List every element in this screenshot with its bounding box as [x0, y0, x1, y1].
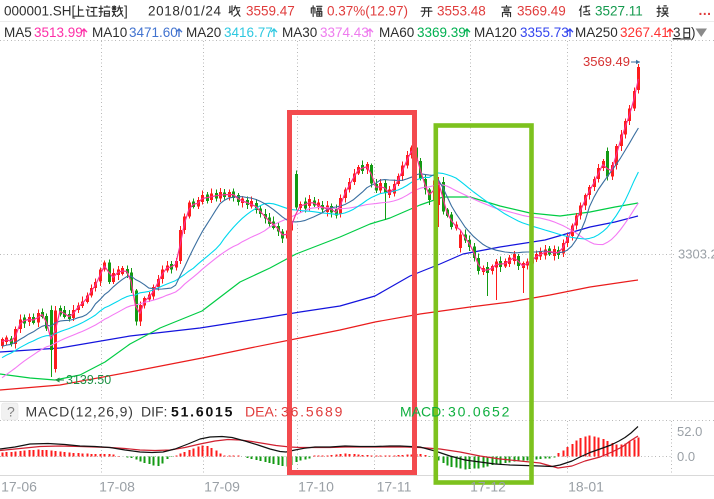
svg-text:MA10: MA10: [92, 25, 127, 40]
svg-text:3553.48: 3553.48: [437, 4, 486, 19]
svg-text:0.37%(12.97): 0.37%(12.97): [327, 4, 408, 19]
svg-text:17-08: 17-08: [99, 479, 135, 495]
svg-text:3569.49: 3569.49: [583, 54, 630, 69]
svg-text:MA20: MA20: [186, 25, 221, 40]
svg-text:000001.SH[: 000001.SH[: [4, 4, 76, 19]
svg-text:?: ?: [7, 404, 15, 420]
svg-text:…: …: [698, 3, 712, 18]
svg-text:3374.43: 3374.43: [320, 25, 369, 40]
svg-text:2018/01/24: 2018/01/24: [148, 4, 222, 19]
svg-text:3267.41: 3267.41: [620, 25, 669, 40]
svg-text:17-06: 17-06: [1, 479, 37, 495]
svg-text:3569.49: 3569.49: [517, 4, 566, 19]
svg-text:3: 3: [673, 25, 681, 40]
svg-text:]: ]: [124, 4, 128, 19]
svg-text:52.0: 52.0: [677, 424, 702, 439]
svg-text:17-09: 17-09: [204, 479, 240, 495]
svg-text:3369.39: 3369.39: [417, 25, 466, 40]
svg-text:0.0: 0.0: [677, 449, 695, 464]
svg-text:51.6015: 51.6015: [171, 404, 234, 420]
svg-text:3303.23: 3303.23: [678, 247, 714, 262]
svg-text:3416.77: 3416.77: [224, 25, 273, 40]
svg-text:3513.99: 3513.99: [34, 25, 83, 40]
svg-text:): ): [691, 25, 696, 40]
svg-text:MA250: MA250: [575, 25, 618, 40]
svg-text:30.0652: 30.0652: [448, 404, 511, 420]
svg-text:MA30: MA30: [282, 25, 317, 40]
svg-text:3139.50: 3139.50: [66, 373, 111, 387]
svg-text:3355.73: 3355.73: [520, 25, 569, 40]
svg-text:17-11: 17-11: [377, 479, 412, 495]
svg-text:MACD:: MACD:: [400, 404, 445, 420]
svg-text:17-12: 17-12: [470, 479, 506, 495]
svg-text:3559.47: 3559.47: [246, 4, 295, 19]
svg-text:MA120: MA120: [474, 25, 517, 40]
svg-text:3527.11: 3527.11: [595, 4, 643, 19]
svg-text:DIF:: DIF:: [141, 404, 167, 420]
svg-text:3471.60: 3471.60: [129, 25, 178, 40]
svg-text:18-01: 18-01: [568, 479, 604, 495]
svg-text:MA5: MA5: [4, 25, 32, 40]
svg-text:17-10: 17-10: [298, 479, 334, 495]
svg-text:MACD(12,26,9): MACD(12,26,9): [26, 404, 134, 420]
svg-text:36.5689: 36.5689: [281, 404, 344, 420]
svg-text:DEA:: DEA:: [245, 404, 278, 420]
svg-text:MA60: MA60: [379, 25, 414, 40]
